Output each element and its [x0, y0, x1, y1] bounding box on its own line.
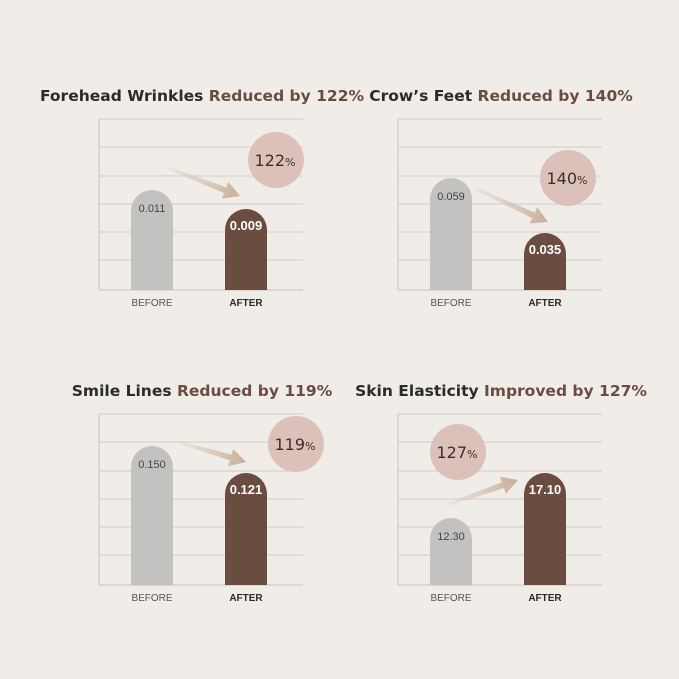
chart-panel-4: Skin Elasticity Improved by 127% 127% 12.3… — [355, 382, 647, 604]
percent-badge-number: 127 — [437, 443, 468, 462]
chart-title-main: Forehead Wrinkles — [40, 87, 203, 105]
chart-title-accent: Improved by 127% — [479, 382, 648, 400]
percent-badge-label: 119% — [275, 435, 316, 454]
trend-arrow-shape — [445, 476, 519, 507]
bar-before — [430, 178, 472, 290]
x-tick-label-before: BEFORE — [131, 298, 172, 309]
chart-title-main: Smile Lines — [72, 382, 172, 400]
trend-arrow — [473, 186, 549, 224]
percent-badge-number: 140 — [547, 169, 578, 188]
chart-panel-1: Forehead Wrinkles Reduced by 122% 122% 0.0… — [40, 87, 365, 309]
trend-arrow — [167, 166, 240, 199]
bar-after — [524, 233, 566, 290]
percent-badge-label: 122% — [255, 151, 296, 170]
x-tick-label-after: AFTER — [528, 593, 562, 604]
percent-badge-label: 140% — [547, 169, 588, 188]
bar-after — [524, 473, 566, 585]
chart-title-accent: Reduced by 119% — [172, 382, 333, 400]
chart-panel-3: Smile Lines Reduced by 119% 119% 0.150 0.12… — [72, 382, 333, 604]
chart-title: Skin Elasticity Improved by 127% — [355, 382, 647, 400]
percent-badge-unit: % — [305, 440, 315, 453]
percent-badge — [268, 416, 324, 472]
trend-arrow-shape — [473, 186, 549, 224]
x-tick-label-after: AFTER — [229, 593, 263, 604]
bar-before — [131, 446, 173, 585]
x-tick-label-before: BEFORE — [131, 593, 172, 604]
value-label-after: 0.035 — [529, 242, 562, 257]
percent-badge — [430, 424, 486, 480]
x-tick-label-after: AFTER — [229, 298, 263, 309]
chart-title-accent: Reduced by 140% — [472, 87, 633, 105]
percent-badge-number: 119 — [275, 435, 306, 454]
percent-badge-unit: % — [285, 156, 295, 169]
value-label-before: 12.30 — [437, 531, 465, 543]
value-label-after: 17.10 — [529, 482, 562, 497]
value-label-before: 0.150 — [138, 459, 166, 471]
percent-badge-unit: % — [467, 448, 477, 461]
percent-badge — [540, 150, 596, 206]
x-tick-label-before: BEFORE — [430, 593, 471, 604]
chart-title: Smile Lines Reduced by 119% — [72, 382, 333, 400]
trend-arrow — [445, 476, 519, 507]
trend-arrow-shape — [177, 440, 247, 467]
bar-after — [225, 209, 267, 290]
percent-badge — [248, 132, 304, 188]
value-label-before: 0.059 — [437, 191, 465, 203]
chart-title-main: Skin Elasticity — [355, 382, 479, 400]
chart-panel-2: Crow’s Feet Reduced by 140% 140% 0.059 0.03… — [369, 87, 633, 309]
value-label-after: 0.121 — [230, 482, 263, 497]
x-tick-label-before: BEFORE — [430, 298, 471, 309]
x-tick-label-after: AFTER — [528, 298, 562, 309]
value-label-before: 0.011 — [139, 203, 166, 215]
percent-badge-label: 127% — [437, 443, 478, 462]
bar-after — [225, 473, 267, 585]
value-label-after: 0.009 — [230, 218, 263, 233]
trend-arrow — [177, 440, 247, 467]
chart-title: Forehead Wrinkles Reduced by 122% — [40, 87, 365, 105]
trend-arrow-shape — [167, 166, 240, 199]
percent-badge-unit: % — [577, 174, 587, 187]
chart-title-accent: Reduced by 122% — [203, 87, 364, 105]
chart-title: Crow’s Feet Reduced by 140% — [369, 87, 633, 105]
percent-badge-number: 122 — [255, 151, 286, 170]
bar-before — [131, 190, 173, 290]
bar-before — [430, 518, 472, 585]
chart-title-main: Crow’s Feet — [369, 87, 472, 105]
